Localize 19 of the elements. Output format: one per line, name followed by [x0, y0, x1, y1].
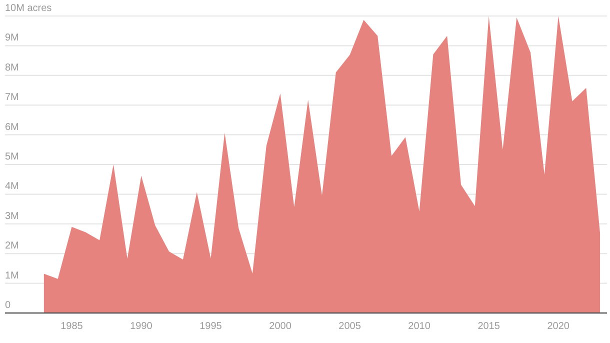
y-tick-label: 10M acres [5, 3, 52, 14]
y-tick-label: 1M [5, 270, 19, 282]
y-tick-label: 5M [5, 152, 19, 162]
y-tick-label: 3M [5, 210, 19, 222]
x-tick-label: 1985 [60, 321, 84, 332]
x-tick-label: 2015 [478, 321, 500, 332]
y-tick-label: 0 [5, 300, 11, 311]
x-tick-label: 2000 [269, 321, 292, 332]
y-tick-label: 9M [5, 32, 19, 44]
y-tick-label: 2M [5, 240, 19, 252]
y-tick-label: 6M [5, 122, 19, 133]
y-tick-label: 8M [5, 62, 19, 74]
x-tick-label: 1995 [200, 321, 222, 332]
y-tick-label: 4M [5, 181, 19, 192]
x-tick-label: 2005 [338, 321, 362, 332]
y-tick-label: 7M [5, 92, 19, 104]
x-tick-label: 2020 [547, 321, 570, 332]
x-tick-label: 1990 [130, 321, 153, 332]
x-tick-label: 2010 [408, 321, 431, 332]
